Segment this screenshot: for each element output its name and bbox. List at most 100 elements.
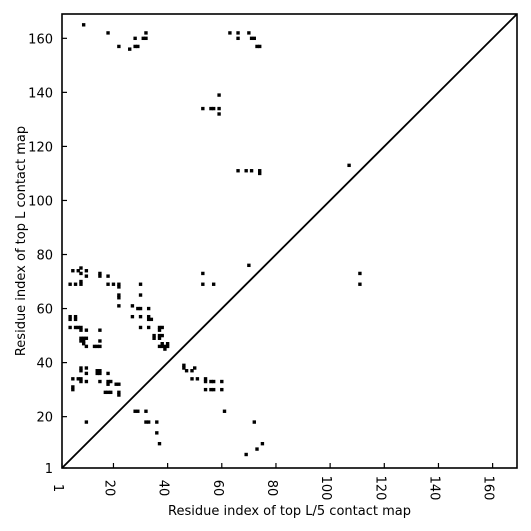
contact-point — [249, 36, 254, 41]
contact-point — [358, 271, 362, 276]
contact-point — [260, 441, 265, 446]
contact-point — [98, 271, 102, 276]
x-tick-label: 160 — [481, 476, 496, 501]
contact-point — [79, 339, 83, 343]
contact-point — [68, 282, 72, 286]
contact-point — [146, 314, 151, 319]
contact-point — [133, 44, 137, 49]
contact-point — [79, 377, 83, 381]
contact-point — [184, 369, 189, 373]
contact-point — [209, 387, 213, 392]
y-tick-label: 40 — [36, 357, 53, 372]
contact-point — [79, 379, 83, 384]
y-tick-label: 20 — [36, 411, 53, 426]
contact-point — [347, 163, 351, 168]
contact-point — [73, 314, 78, 319]
contact-point — [190, 377, 194, 381]
contact-point — [84, 366, 89, 370]
contact-point — [79, 328, 83, 332]
contact-point — [141, 36, 145, 41]
contact-point — [106, 282, 110, 286]
contact-point — [81, 336, 86, 340]
contact-point — [117, 382, 121, 386]
contact-point — [73, 325, 78, 330]
contact-point — [236, 169, 240, 173]
contact-point — [146, 306, 151, 311]
contact-point — [84, 274, 89, 278]
contact-point — [195, 377, 200, 381]
contact-point — [244, 452, 248, 457]
diagonal-line — [61, 13, 518, 469]
contact-point — [117, 282, 121, 286]
contact-point — [236, 31, 240, 35]
contact-points — [68, 23, 362, 457]
y-tick-label: 140 — [28, 86, 53, 101]
contact-point — [84, 328, 89, 332]
contact-point — [95, 369, 99, 373]
contact-point — [146, 317, 151, 322]
contact-point — [117, 44, 121, 49]
contact-point — [209, 106, 213, 111]
contact-point — [157, 344, 162, 349]
contact-point — [106, 371, 110, 376]
contact-point — [163, 344, 167, 349]
contact-point — [84, 344, 89, 349]
contact-point — [157, 325, 162, 330]
contact-point — [117, 296, 121, 300]
contact-point — [98, 371, 102, 376]
y-tick-label: 60 — [36, 303, 53, 318]
contact-point — [228, 31, 232, 35]
x-tick-label: 20 — [101, 480, 116, 497]
x-tick-label: 40 — [156, 480, 171, 497]
contact-point — [211, 379, 216, 384]
contact-point — [146, 420, 151, 424]
contact-point — [98, 274, 102, 278]
contact-point — [211, 387, 216, 392]
contact-point — [98, 344, 102, 349]
contact-point — [157, 328, 162, 332]
contact-point — [114, 382, 118, 386]
contact-point — [211, 282, 216, 286]
contact-point — [109, 390, 113, 395]
y-tick-label: 1 — [45, 462, 53, 477]
contact-point — [81, 23, 86, 27]
contact-point — [138, 293, 143, 297]
contact-point — [136, 306, 140, 311]
y-tick-label: 160 — [28, 32, 53, 47]
contact-point — [84, 379, 89, 384]
contact-point — [76, 377, 80, 381]
x-axis: 1 20 40 60 80 100 120 140 160 — [50, 463, 496, 500]
contact-point — [247, 31, 251, 35]
x-tick-label: 1 — [50, 484, 65, 492]
contact-point — [190, 369, 194, 373]
contact-point — [130, 314, 135, 319]
contact-point — [203, 379, 208, 384]
x-tick-label: 120 — [372, 476, 387, 501]
y-tick-label: 120 — [28, 140, 53, 155]
contact-point — [236, 36, 240, 41]
contact-point — [79, 266, 83, 270]
x-tick-label: 60 — [210, 480, 225, 497]
x-axis-label: Residue index of top L/5 contact map — [168, 504, 411, 519]
contact-point — [71, 387, 75, 392]
contact-point — [79, 336, 83, 340]
contact-point — [71, 269, 75, 273]
contact-point — [144, 36, 148, 41]
contact-point — [92, 344, 97, 349]
contact-point — [73, 282, 78, 286]
contact-point — [98, 369, 102, 373]
contact-point — [79, 282, 83, 286]
contact-point — [98, 339, 102, 343]
contact-point — [217, 112, 221, 116]
contact-point — [211, 106, 216, 111]
contact-point — [217, 106, 221, 111]
contact-point — [138, 314, 143, 319]
x-tick-label: 140 — [426, 476, 441, 501]
contact-point — [157, 441, 162, 446]
contact-point — [95, 371, 99, 376]
contact-point — [103, 390, 108, 395]
contact-point — [193, 366, 197, 370]
contact-point — [182, 363, 186, 368]
contact-point — [165, 344, 170, 349]
y-tick-label: 100 — [28, 194, 53, 209]
